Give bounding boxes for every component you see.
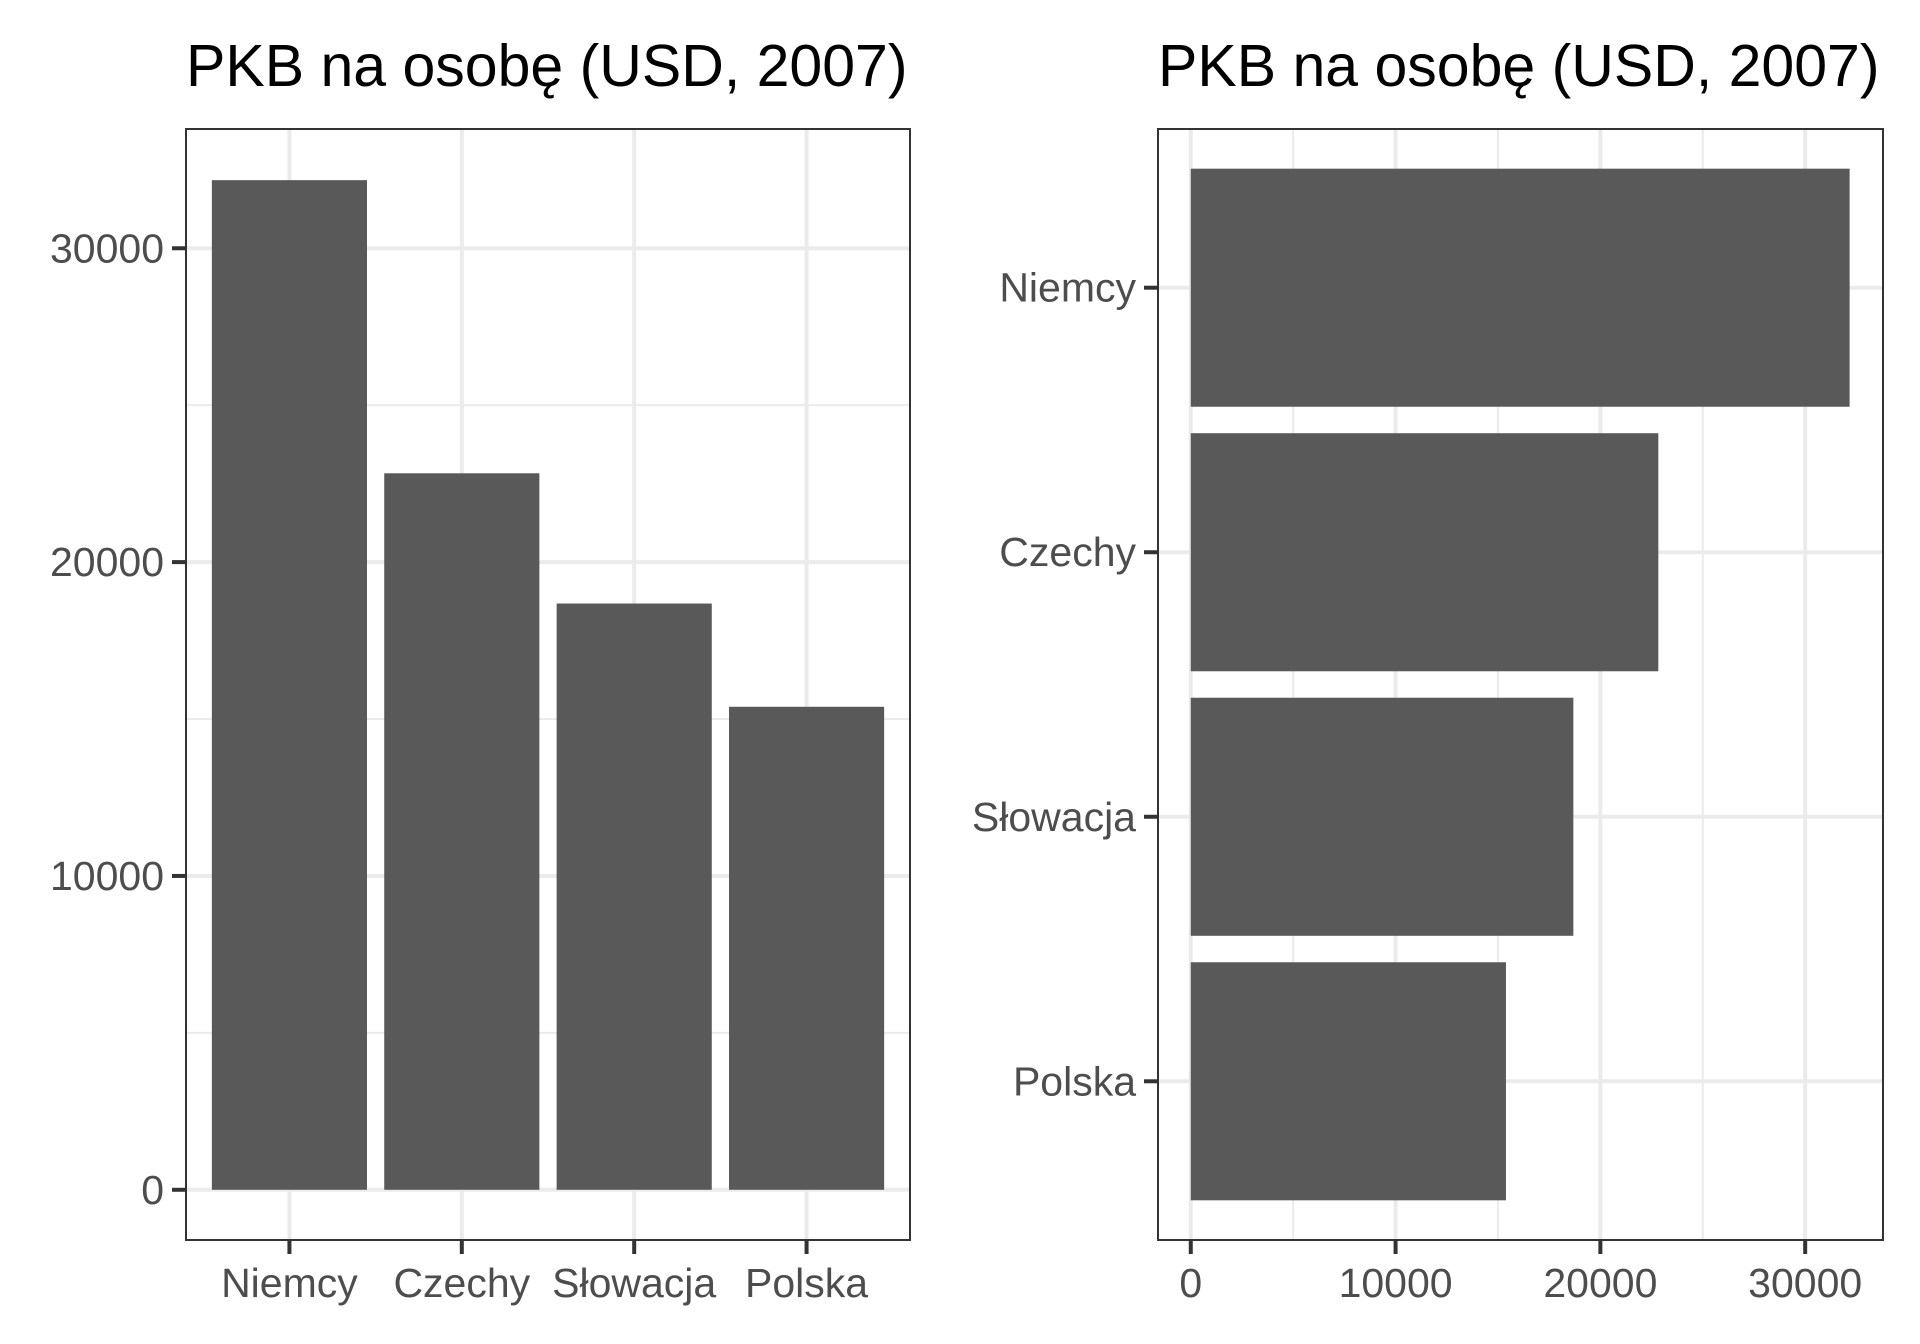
bar-niemcy bbox=[211, 180, 367, 1190]
hbar-niemcy bbox=[1190, 168, 1850, 407]
left-x-tick-label: Słowacja bbox=[552, 1260, 716, 1306]
bar-czechy bbox=[384, 473, 540, 1190]
bar-slowacja bbox=[556, 603, 712, 1190]
right-panel-border bbox=[1157, 128, 1884, 1241]
right-x-axis: 0 10000 20000 30000 bbox=[1179, 1240, 1862, 1306]
left-y-tick-label: 0 bbox=[141, 1167, 164, 1213]
left-x-tick-label: Polska bbox=[745, 1260, 868, 1306]
right-y-tick-label: Niemcy bbox=[999, 265, 1136, 311]
left-y-axis: 0 10000 20000 30000 bbox=[50, 225, 186, 1213]
right-y-axis: Niemcy Czechy Słowacja Polska bbox=[972, 265, 1158, 1104]
right-y-tick-label: Słowacja bbox=[972, 794, 1136, 840]
hbar-polska bbox=[1190, 962, 1506, 1201]
right-y-tick-label: Czechy bbox=[999, 529, 1136, 575]
right-x-tick-label: 30000 bbox=[1748, 1260, 1862, 1306]
right-x-tick-label: 0 bbox=[1179, 1260, 1202, 1306]
right-y-tick-label: Polska bbox=[1013, 1058, 1136, 1104]
left-y-tick-label: 20000 bbox=[50, 539, 164, 585]
right-chart-title: PKB na osobę (USD, 2007) bbox=[1158, 33, 1880, 99]
left-panel-border bbox=[185, 128, 911, 1241]
hbar-czechy bbox=[1190, 433, 1659, 672]
left-x-axis: Niemcy Czechy Słowacja Polska bbox=[221, 1240, 868, 1306]
vertical-bar-chart: PKB na osobę (USD, 2007) 0 10000 20000 3000… bbox=[50, 33, 911, 1306]
left-x-tick-label: Niemcy bbox=[221, 1260, 358, 1306]
hbar-slowacja bbox=[1190, 697, 1574, 936]
left-y-tick-label: 10000 bbox=[50, 853, 164, 899]
right-bars bbox=[1190, 168, 1850, 1201]
left-x-tick-label: Czechy bbox=[393, 1260, 530, 1306]
horizontal-bar-chart: PKB na osobę (USD, 2007) Niemcy Czechy Sło… bbox=[972, 33, 1884, 1306]
bar-polska bbox=[729, 706, 885, 1190]
right-x-tick-label: 20000 bbox=[1543, 1260, 1657, 1306]
left-chart-title: PKB na osobę (USD, 2007) bbox=[186, 33, 908, 99]
left-bars bbox=[211, 180, 885, 1190]
right-x-tick-label: 10000 bbox=[1339, 1260, 1453, 1306]
left-y-tick-label: 30000 bbox=[50, 225, 164, 271]
